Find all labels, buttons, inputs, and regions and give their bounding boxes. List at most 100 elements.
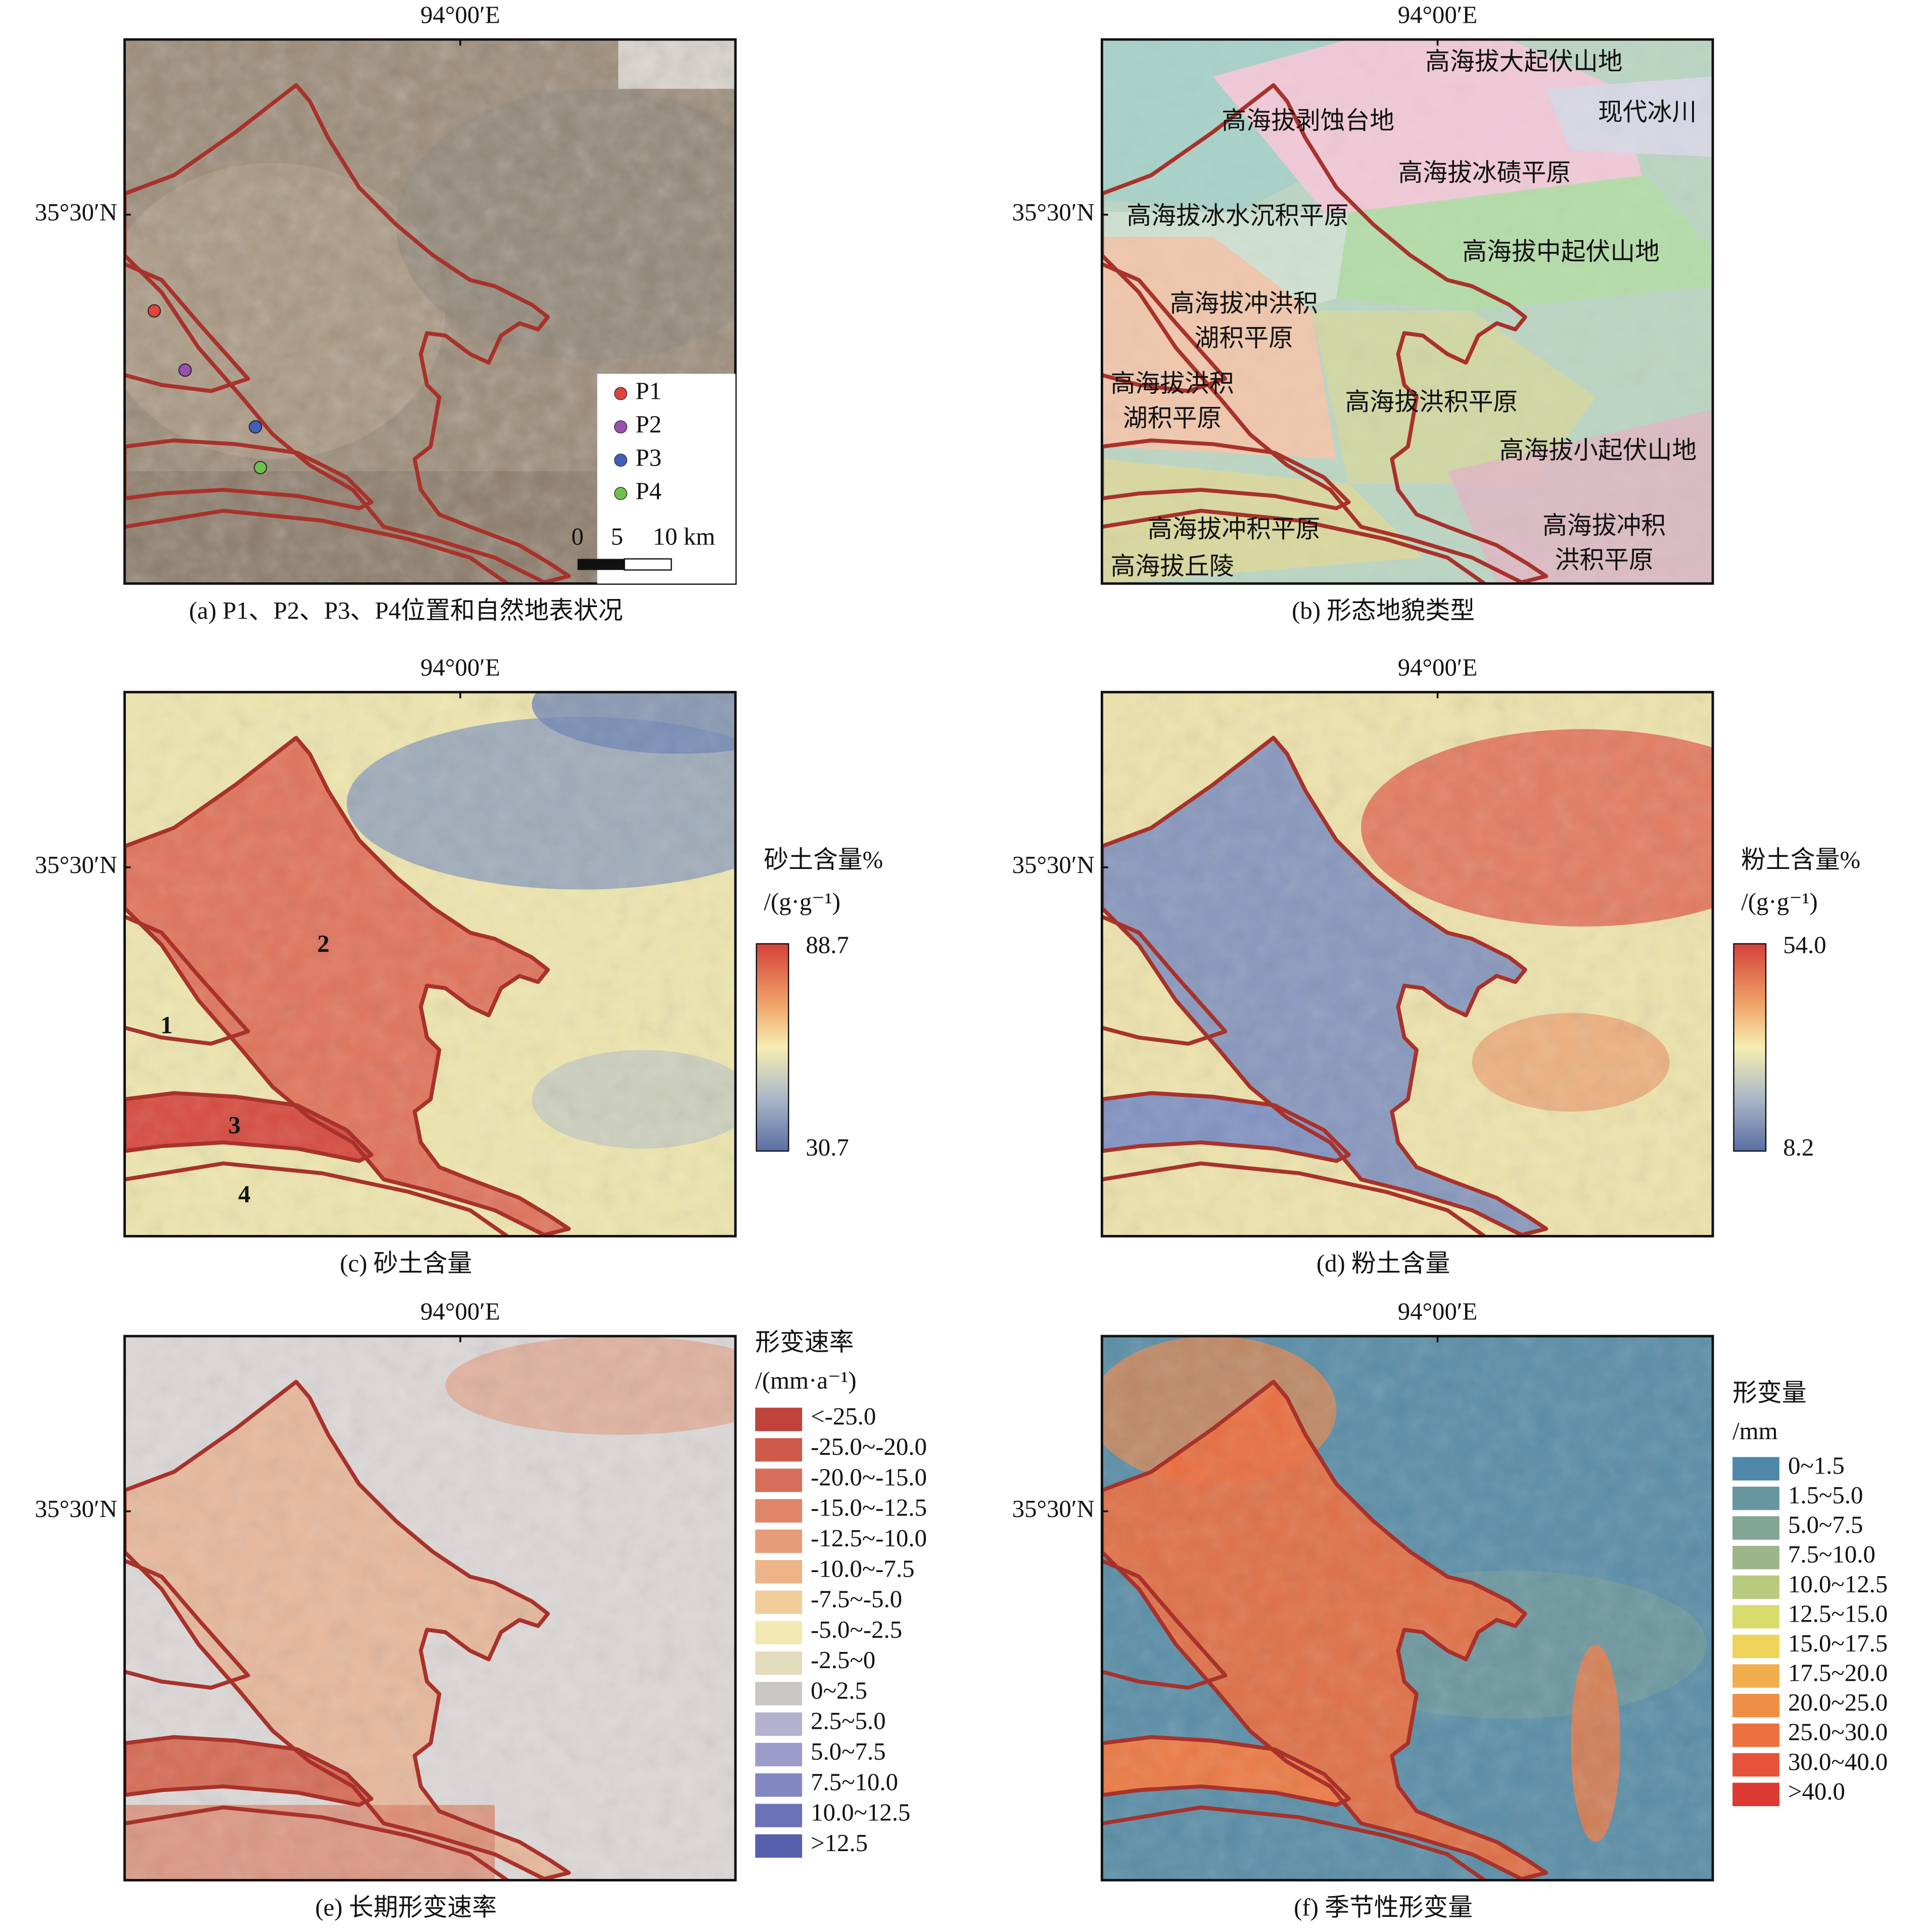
landform-label: 高海拔冲积 [1542, 512, 1666, 539]
legend-label: 7.5~10.0 [811, 1768, 898, 1796]
colorbar-unit: /(g·g⁻¹) [1741, 888, 1818, 915]
legend-dot [614, 420, 628, 434]
panel-e: 94°00′E 35°30′N (e) 长期形变速率 形变速率 /(mm·a⁻¹) <-2… [35, 1297, 927, 1921]
legend-swatch [1732, 1753, 1779, 1777]
caption: (b) 形态地貌类型 [1292, 596, 1475, 624]
legend-swatch [1732, 1782, 1779, 1807]
legend-label: 12.5~15.0 [1788, 1599, 1888, 1627]
region-label: 1 [160, 1011, 172, 1039]
legend-swatch [755, 1560, 803, 1584]
scale-label: 0 [571, 523, 583, 550]
legend-swatch [1732, 1457, 1779, 1481]
legend-label: 20.0~25.0 [1788, 1688, 1888, 1716]
landform-label: 高海拔大起伏山地 [1425, 48, 1623, 75]
legend-swatch [1732, 1634, 1779, 1659]
legend-swatch [755, 1529, 803, 1553]
caption: (a) P1、P2、P3、P4位置和自然地表状况 [189, 596, 623, 624]
legend-title: 形变量 [1732, 1379, 1806, 1407]
lon-label: 94°00′E [1398, 1, 1478, 28]
legend-label: -2.5~0 [811, 1646, 875, 1674]
legend-swatch [755, 1804, 803, 1827]
legend-label: >40.0 [1788, 1777, 1845, 1805]
caption: (c) 砂土含量 [340, 1249, 472, 1277]
landform-label: 湖积平原 [1123, 404, 1222, 432]
lat-label: 35°30′N [1012, 851, 1095, 879]
legend-label: -15.0~-12.5 [811, 1494, 927, 1522]
legend-swatch [1732, 1486, 1779, 1510]
region-label: 2 [317, 930, 330, 957]
legend-swatch [755, 1742, 803, 1767]
colorbar-min: 30.7 [806, 1133, 849, 1161]
landform-label: 高海拔洪积 [1111, 370, 1234, 397]
legend-swatch [755, 1590, 803, 1614]
legend-swatch [755, 1712, 803, 1736]
legend-swatch [755, 1651, 803, 1675]
legend-label: 30.0~40.0 [1788, 1747, 1888, 1775]
landform-label: 高海拔冲洪积 [1170, 289, 1318, 317]
lon-label: 94°00′E [420, 653, 500, 681]
landform-label: 高海拔冲积平原 [1148, 515, 1321, 543]
legend-label: 1.5~5.0 [1788, 1481, 1863, 1509]
legend-swatch [1732, 1723, 1779, 1747]
legend-label: 5.0~7.5 [1788, 1511, 1863, 1539]
panel-c: 94°00′E 35°30′N (c) 砂土含量 1 2 3 4 砂土含量% /(g·g⁻¹) 8… [35, 653, 883, 1277]
legend-swatch [1732, 1575, 1779, 1599]
legend-label: 10.0~12.5 [1788, 1570, 1888, 1598]
legend-swatch [1732, 1693, 1779, 1718]
legend-swatch [1732, 1546, 1779, 1570]
region-label: 3 [228, 1111, 241, 1139]
legend-label: 7.5~10.0 [1788, 1540, 1875, 1568]
legend-swatch [755, 1438, 803, 1462]
colorbar-unit: /(g·g⁻¹) [764, 888, 840, 915]
colorbar-max: 54.0 [1783, 931, 1826, 959]
legend-swatch [1732, 1516, 1779, 1540]
caption: (f) 季节性形变量 [1294, 1893, 1473, 1921]
legend-label: <-25.0 [811, 1402, 876, 1430]
lat-label: 35°30′N [35, 1495, 117, 1523]
legend-label: 5.0~7.5 [811, 1737, 885, 1765]
legend-label: P2 [635, 410, 662, 438]
legend-label: P3 [635, 444, 662, 472]
landform-label: 高海拔冰碛平原 [1398, 159, 1571, 187]
legend-swatch [755, 1468, 803, 1492]
lat-label: 35°30′N [1012, 1495, 1095, 1523]
legend-label: -12.5~-10.0 [811, 1524, 927, 1552]
panel-f: 94°00′E 35°30′N (f) 季节性形变量 形变量/mm 0~1.51.5~5… [1012, 1297, 1888, 1921]
lon-label: 94°00′E [1398, 1297, 1478, 1325]
landform-label: 高海拔丘陵 [1111, 552, 1234, 580]
legend-unit: /mm [1732, 1417, 1778, 1445]
legend-title: 形变速率 [755, 1328, 854, 1356]
lat-label: 35°30′N [35, 198, 117, 226]
sample-point [148, 304, 161, 318]
sample-point [249, 420, 262, 434]
legend-swatch [755, 1499, 803, 1523]
legend-dot [614, 487, 628, 500]
legend-label: 10.0~12.5 [811, 1799, 910, 1826]
legend-label: -7.5~-5.0 [811, 1585, 902, 1613]
lon-label: 94°00′E [420, 1, 500, 28]
landform-label: 高海拔冰水沉积平原 [1126, 202, 1348, 229]
caption: (d) 粉土含量 [1317, 1249, 1450, 1277]
legend-label: 0~1.5 [1788, 1452, 1845, 1480]
legend-label: -20.0~-15.0 [811, 1463, 927, 1491]
lat-label: 35°30′N [1012, 198, 1095, 226]
sample-point [178, 363, 192, 377]
colorbar-title: 粉土含量% [1741, 846, 1860, 873]
lon-label: 94°00′E [420, 1297, 500, 1325]
panel-a: 94°00′E 35°30′N (a) P1、P2、P3、P4位置和自然地表状况 P1… [35, 1, 737, 624]
scale-bar-black [577, 559, 625, 570]
legend-label: -25.0~-20.0 [811, 1433, 927, 1460]
scale-bar-white [624, 558, 672, 571]
legend-swatch [1732, 1664, 1779, 1688]
colorbar-title: 砂土含量% [764, 846, 883, 873]
landform-label: 高海拔中起伏山地 [1462, 238, 1660, 265]
legend-label: 15.0~17.5 [1788, 1629, 1888, 1657]
legend-swatch [755, 1407, 803, 1432]
lon-label: 94°00′E [1398, 653, 1478, 681]
legend-label: -10.0~-7.5 [811, 1554, 914, 1582]
legend-label: -5.0~-2.5 [811, 1616, 902, 1643]
legend-label: P4 [635, 477, 662, 504]
landform-label: 高海拔小起伏山地 [1499, 436, 1697, 464]
